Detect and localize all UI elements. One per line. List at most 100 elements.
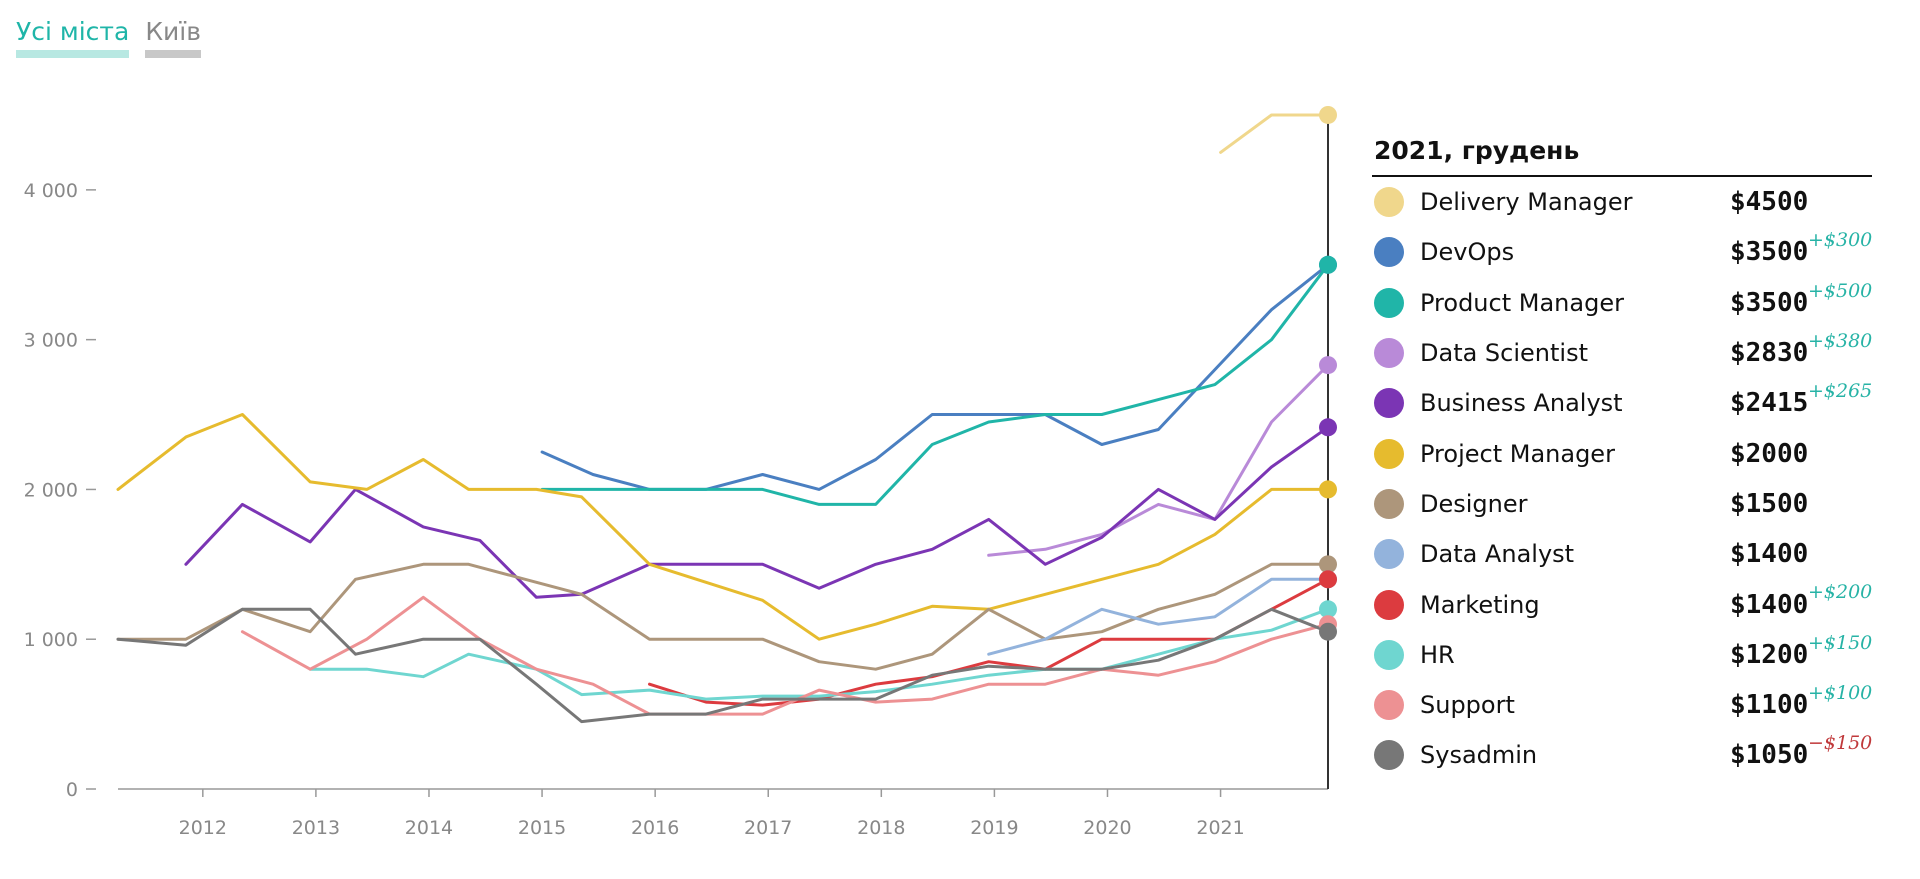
- legend-item-value: $1500: [1730, 488, 1809, 519]
- legend-item-value: $1200: [1730, 639, 1809, 670]
- legend-item-business-analyst[interactable]: Business Analyst $2415 +$265: [1372, 378, 1872, 428]
- current-dot-project-manager[interactable]: [1319, 480, 1337, 499]
- legend-color-dot: [1374, 690, 1404, 721]
- legend-color-dot: [1374, 187, 1404, 218]
- legend-item-name: Project Manager: [1420, 439, 1615, 468]
- legend-item-name: Designer: [1420, 489, 1528, 518]
- legend-item-project-manager[interactable]: Project Manager $2000: [1372, 428, 1872, 478]
- legend-item-value: $2000: [1730, 438, 1809, 469]
- legend-item-value: $2415: [1730, 388, 1809, 419]
- legend-rows: Delivery Manager $4500 DevOps $3500 +$300 Pro…: [1372, 177, 1872, 781]
- series-line-support: [240, 595, 1330, 716]
- series-line-delivery-manager: [1219, 113, 1330, 154]
- legend-item-name: DevOps: [1420, 238, 1515, 267]
- legend-item-marketing[interactable]: Marketing $1400 +$200: [1372, 579, 1872, 629]
- legend-item-change: +$150: [1808, 631, 1873, 654]
- x-tick-label: 2020: [1083, 817, 1131, 839]
- legend-item-change: +$200: [1808, 581, 1873, 604]
- series-line-project-manager: [116, 413, 1330, 641]
- x-tick-label: 2021: [1196, 817, 1244, 839]
- current-dot-designer[interactable]: [1319, 555, 1337, 574]
- legend-color-dot: [1374, 237, 1404, 268]
- legend-item-change: +$300: [1808, 229, 1873, 252]
- legend-item-value: $1400: [1730, 539, 1809, 570]
- current-dot-data-scientist[interactable]: [1319, 356, 1337, 375]
- legend-color-dot: [1374, 488, 1404, 519]
- legend-panel: 2021, грудень Delivery Manager $4500 DevOp…: [1372, 132, 1872, 781]
- legend-item-value: $3500: [1730, 287, 1809, 318]
- current-dot-delivery-manager[interactable]: [1319, 105, 1337, 124]
- legend-item-change: +$265: [1808, 380, 1873, 403]
- series-line-product-manager: [540, 263, 1330, 506]
- legend-item-change: −$150: [1808, 732, 1873, 755]
- legend-item-change: +$380: [1808, 329, 1873, 352]
- legend-item-value: $2830: [1730, 338, 1809, 369]
- series-line-data-scientist: [987, 363, 1330, 557]
- series-line-data-analyst: [987, 577, 1330, 656]
- x-tick-label: 2017: [744, 817, 792, 839]
- legend-color-dot: [1374, 287, 1404, 318]
- legend-item-data-scientist[interactable]: Data Scientist $2830 +$380: [1372, 328, 1872, 378]
- current-dot-marketing[interactable]: [1319, 570, 1337, 589]
- legend-color-dot: [1374, 438, 1404, 469]
- legend-color-dot: [1374, 388, 1404, 419]
- series-line-hr: [308, 607, 1330, 701]
- current-dot-product-manager[interactable]: [1319, 255, 1337, 274]
- y-tick-label: 2 000: [24, 479, 78, 501]
- series-line-devops: [540, 263, 1330, 491]
- legend-item-change: +$100: [1808, 681, 1873, 704]
- legend-color-dot: [1374, 539, 1404, 570]
- series-line-sysadmin: [116, 607, 1330, 724]
- series-line-designer: [116, 562, 1330, 671]
- legend-item-change: +$500: [1808, 279, 1873, 302]
- legend-item-designer[interactable]: Designer $1500: [1372, 479, 1872, 529]
- current-dot-sysadmin[interactable]: [1319, 622, 1337, 641]
- tab-all-cities[interactable]: Усі міста: [16, 18, 130, 58]
- current-value-dots: [1319, 105, 1337, 641]
- legend-item-value: $1050: [1730, 740, 1809, 771]
- legend-item-value: $3500: [1730, 237, 1809, 268]
- y-tick-label: 0: [66, 779, 78, 801]
- legend-item-sysadmin[interactable]: Sysadmin $1050 −$150: [1372, 730, 1872, 780]
- legend-item-name: Support: [1420, 691, 1515, 720]
- x-tick-label: 2012: [179, 817, 227, 839]
- legend-item-name: Business Analyst: [1420, 389, 1623, 418]
- x-tick-label: 2016: [631, 817, 679, 839]
- legend-item-value: $1400: [1730, 589, 1809, 620]
- series-line-business-analyst: [184, 425, 1330, 599]
- x-tick-label: 2013: [292, 817, 340, 839]
- city-tabs: Усі міста Київ: [16, 18, 201, 58]
- legend-item-value: $4500: [1730, 187, 1809, 218]
- legend-item-name: Delivery Manager: [1420, 188, 1633, 217]
- tab-kyiv[interactable]: Київ: [145, 18, 201, 58]
- legend-item-devops[interactable]: DevOps $3500 +$300: [1372, 227, 1872, 277]
- current-dot-business-analyst[interactable]: [1319, 418, 1337, 437]
- legend-item-product-manager[interactable]: Product Manager $3500 +$500: [1372, 278, 1872, 328]
- axes: 0 1 000 2 000 3 000 4 000 2012 2013 2014 2015 201…: [24, 180, 1328, 839]
- x-tick-label: 2014: [405, 817, 453, 839]
- x-tick-label: 2018: [857, 817, 905, 839]
- legend-item-name: HR: [1420, 640, 1455, 669]
- y-tick-label: 4 000: [24, 180, 78, 202]
- legend-item-name: Product Manager: [1420, 288, 1624, 317]
- legend-item-hr[interactable]: HR $1200 +$150: [1372, 630, 1872, 680]
- x-tick-label: 2019: [970, 817, 1018, 839]
- legend-color-dot: [1374, 740, 1404, 771]
- x-tick-label: 2015: [518, 817, 566, 839]
- legend-item-support[interactable]: Support $1100 +$100: [1372, 680, 1872, 730]
- legend-item-name: Data Scientist: [1420, 339, 1588, 368]
- y-tick-label: 3 000: [24, 330, 78, 352]
- series-lines: [116, 113, 1330, 724]
- legend-item-name: Data Analyst: [1420, 540, 1575, 569]
- legend-item-data-analyst[interactable]: Data Analyst $1400: [1372, 529, 1872, 579]
- legend-color-dot: [1374, 589, 1404, 620]
- y-tick-label: 1 000: [24, 629, 78, 651]
- legend-title: 2021, грудень: [1372, 132, 1872, 177]
- legend-item-name: Marketing: [1420, 590, 1540, 619]
- legend-color-dot: [1374, 338, 1404, 369]
- legend-item-value: $1100: [1730, 690, 1809, 721]
- current-dot-hr[interactable]: [1319, 600, 1337, 619]
- legend-item-name: Sysadmin: [1420, 741, 1538, 770]
- legend-item-delivery-manager[interactable]: Delivery Manager $4500: [1372, 177, 1872, 227]
